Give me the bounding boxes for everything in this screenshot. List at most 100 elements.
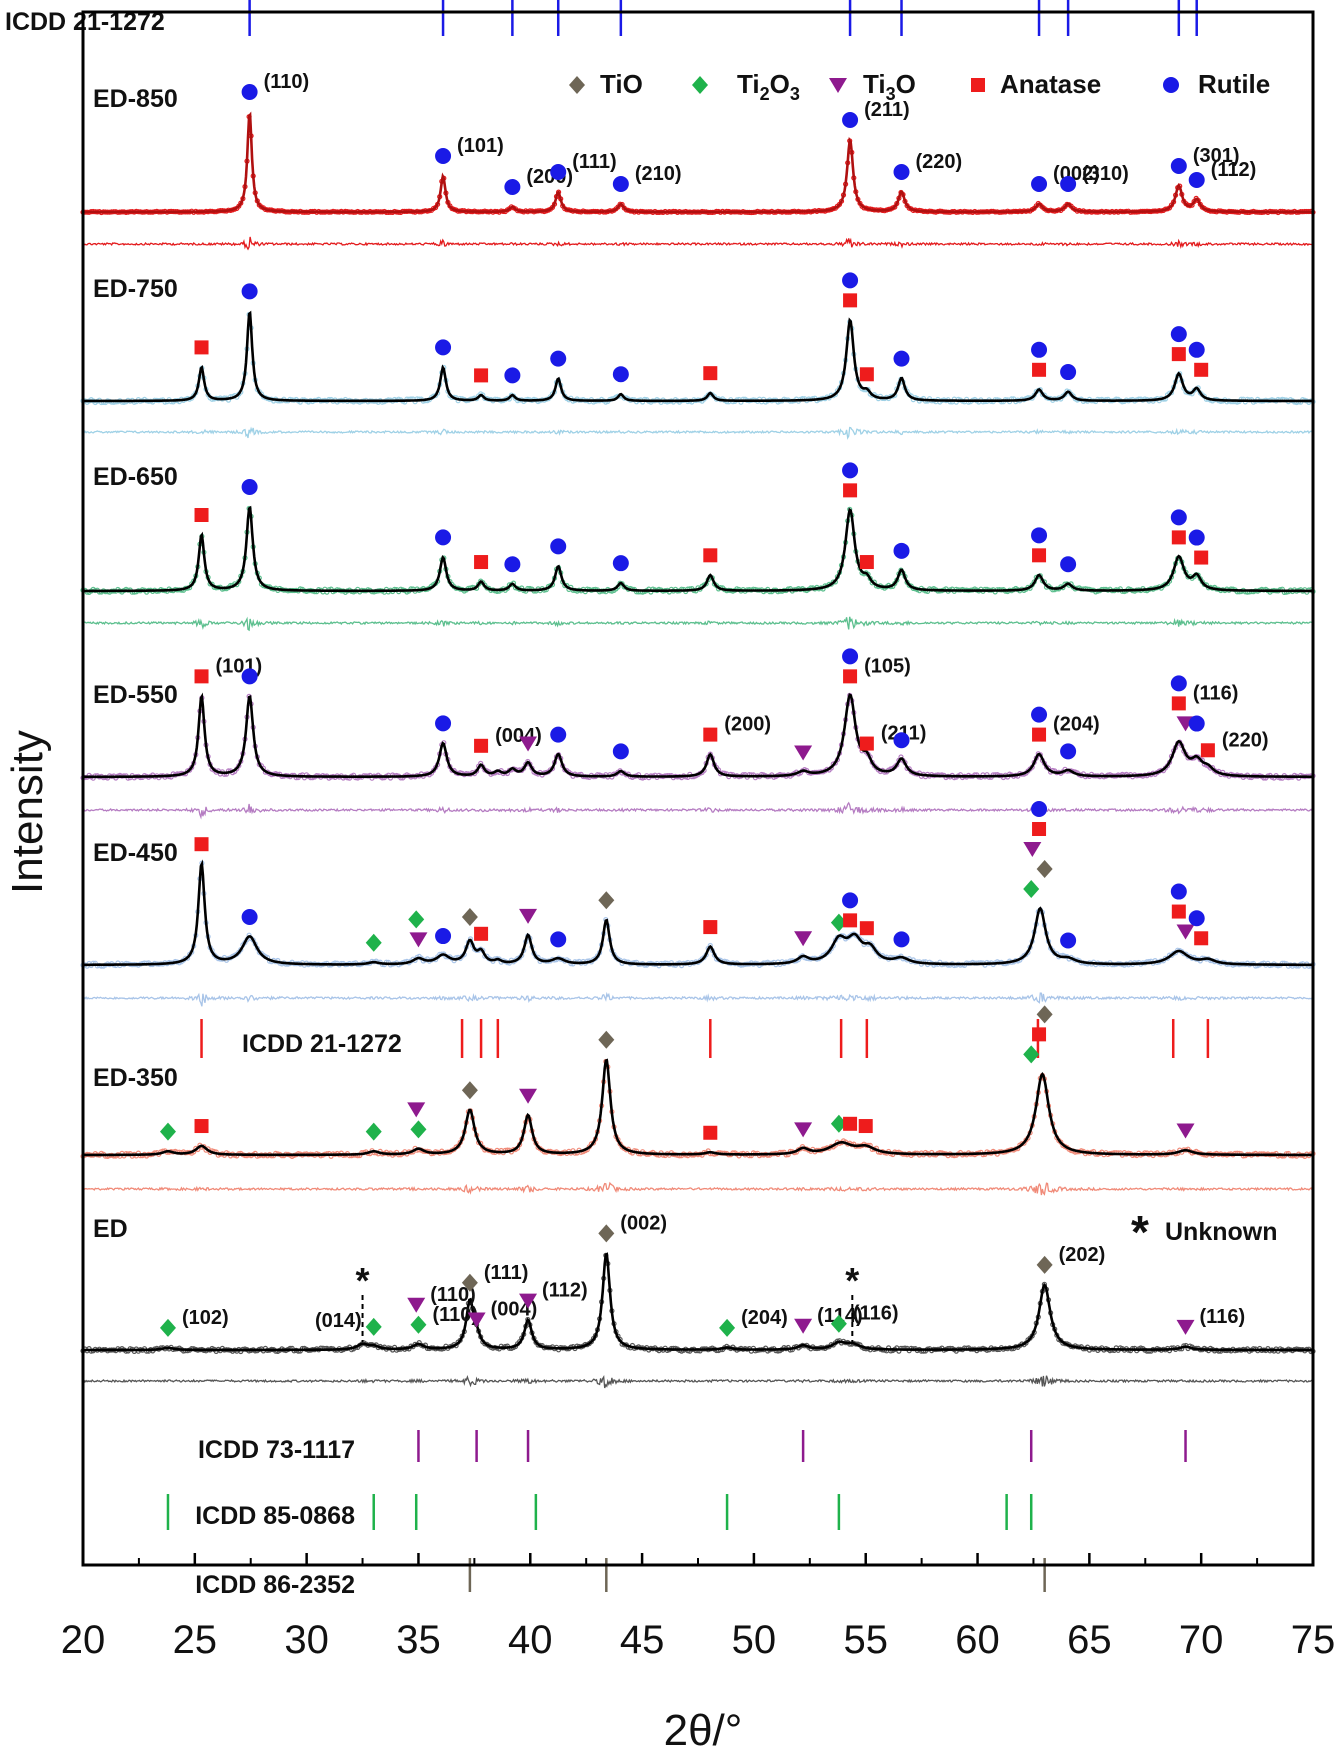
- observed-points: [80, 692, 1316, 781]
- ti3o-marker: [794, 931, 813, 947]
- ti3o-marker: [519, 908, 538, 924]
- xrd-pattern: ED-550: [80, 681, 1316, 820]
- rutile-marker: [241, 668, 258, 685]
- ti2o3-marker: [365, 1317, 382, 1336]
- rutile-marker: [612, 176, 629, 192]
- reference-pattern: ICDD 73-1117: [198, 1430, 1187, 1464]
- anatase-marker: [843, 483, 858, 498]
- anatase-marker: [474, 555, 489, 570]
- xrd-patterns: ED-850 ED-750 ED-650 ED-550 ED-450 ED-350 ED: [80, 85, 1316, 1389]
- anatase-marker: [194, 1119, 209, 1134]
- reference-label: ICDD 21-1272: [242, 1030, 402, 1058]
- legend-entry: Anatase: [971, 69, 1101, 99]
- rutile-marker: [842, 892, 859, 909]
- legend-entry: Ti2O3: [692, 69, 800, 104]
- reference-patterns: ICDD 21-1272 ICDD 21-1272 ICDD 73-1117 ICDD…: [5, 0, 1210, 1599]
- hkl-label: (112): [1211, 159, 1257, 181]
- series-label: ED-850: [93, 85, 178, 113]
- difference-curve: [82, 1375, 1314, 1389]
- hkl-label: (301): [1193, 145, 1240, 167]
- legend: TiO Ti2O3 Ti3O Anatase Rutile * Unknown: [569, 69, 1278, 1258]
- rutile-marker: [1163, 77, 1179, 93]
- anatase-marker: [703, 548, 718, 563]
- rutile-marker: [893, 542, 910, 559]
- rutile-marker: [1060, 556, 1077, 573]
- rutile-marker: [1170, 509, 1187, 526]
- series-markers: (101)(004)(200)(105)(211)(204)(116)(220): [194, 648, 1269, 761]
- ti3o-marker: [467, 1312, 486, 1328]
- anatase-marker: [1171, 347, 1186, 362]
- anatase-marker: [474, 368, 489, 383]
- rutile-marker: [1170, 158, 1187, 174]
- anatase-marker: [1171, 696, 1186, 711]
- anatase-marker: [1194, 550, 1209, 565]
- x-tick-label: 50: [732, 1618, 777, 1662]
- rutile-marker: [435, 715, 452, 732]
- rutile-marker: [1170, 326, 1187, 343]
- ti2o3-marker: [830, 913, 847, 932]
- xrd-pattern: ED-650: [80, 463, 1316, 632]
- series-markers: [194, 272, 1209, 384]
- hkl-label: (116): [853, 1303, 899, 1325]
- legend-unknown: * Unknown: [1131, 1206, 1277, 1258]
- hkl-label: (105): [864, 655, 911, 677]
- tio-marker: [598, 1030, 615, 1049]
- difference-curve: [82, 236, 1314, 251]
- anatase-marker: [1032, 727, 1047, 742]
- tio-marker: [598, 1224, 615, 1243]
- rutile-marker: [1060, 176, 1077, 192]
- rutile-marker: [241, 283, 258, 300]
- hkl-label: (200): [526, 166, 573, 188]
- anatase-marker: [1194, 362, 1209, 377]
- x-tick-label: 35: [396, 1618, 441, 1662]
- rutile-marker: [842, 272, 859, 289]
- rutile-marker: [1170, 675, 1187, 692]
- series-markers: [194, 462, 1209, 573]
- legend-entry: Ti3O: [829, 69, 916, 104]
- series-markers: (102) (014)(110)(110)(111)(004)(112)(002)…: [159, 1212, 1245, 1342]
- x-tick-label: 30: [284, 1618, 329, 1662]
- anatase-marker: [703, 366, 718, 381]
- rutile-marker: [504, 179, 521, 195]
- rutile-marker: [842, 462, 859, 479]
- anatase-marker: [1171, 904, 1186, 919]
- series-label: ED-650: [93, 463, 178, 491]
- anatase-marker: [971, 78, 985, 92]
- hkl-label: (220): [916, 151, 963, 173]
- rutile-marker: [1188, 172, 1205, 188]
- ti3o-marker: [829, 78, 847, 93]
- anatase-marker: [843, 913, 858, 928]
- legend-label: Ti2O3: [737, 69, 800, 104]
- fitted-curve: [83, 505, 1313, 593]
- x-tick-label: 45: [620, 1618, 665, 1662]
- rutile-marker: [435, 928, 452, 945]
- rutile-marker: [504, 556, 521, 573]
- anatase-marker: [703, 1125, 718, 1140]
- y-axis-label: Intensity: [3, 730, 52, 894]
- rutile-marker: [435, 529, 452, 546]
- difference-curve: [82, 1181, 1314, 1196]
- phase-markers: (110)(101)(200)(111)(210)(211)(220)(002)…: [159, 71, 1269, 1342]
- anatase-marker: [1194, 931, 1209, 946]
- ti3o-marker: [794, 1122, 813, 1138]
- rutile-marker: [1188, 529, 1205, 546]
- rutile-marker: [550, 350, 567, 367]
- legend-label: Rutile: [1198, 69, 1270, 99]
- anatase-marker: [703, 727, 718, 742]
- ti3o-marker: [1176, 1123, 1195, 1139]
- hkl-label: (200): [724, 714, 771, 736]
- hkl-label: (220): [1222, 729, 1269, 751]
- reference-pattern: ICDD 21-1272: [200, 1019, 1210, 1058]
- hkl-label: (002): [620, 1212, 667, 1234]
- observed-points: [80, 1058, 1316, 1159]
- rutile-marker: [612, 743, 629, 760]
- x-tick-label: 40: [508, 1618, 553, 1662]
- series-label: ED-350: [93, 1064, 178, 1092]
- series-label: ED-450: [93, 839, 178, 867]
- anatase-marker: [194, 340, 209, 355]
- series-label: ED-750: [93, 275, 178, 303]
- anatase-marker: [1032, 1027, 1047, 1042]
- rutile-marker: [504, 367, 521, 384]
- ti2o3-marker: [410, 1120, 427, 1139]
- legend-entry: TiO: [569, 69, 643, 99]
